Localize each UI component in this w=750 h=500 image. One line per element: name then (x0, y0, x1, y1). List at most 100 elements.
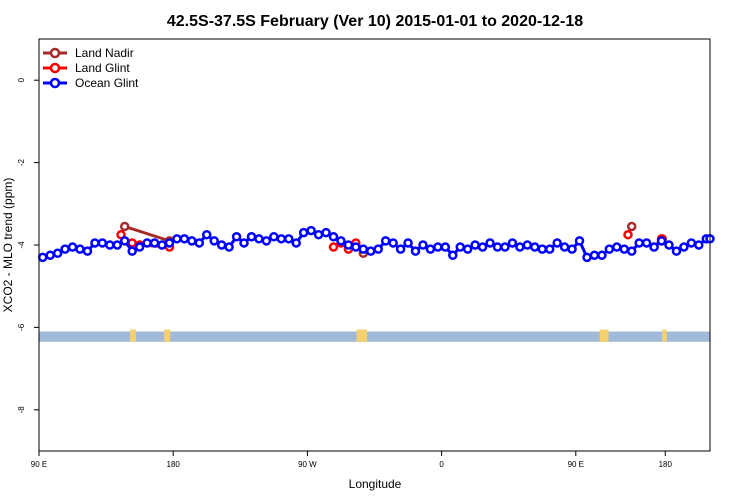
y-tick-label: -8 (17, 406, 26, 414)
legend-item: Land Nadir (43, 46, 134, 60)
x-tick-label: 180 (167, 460, 181, 469)
data-point (149, 238, 160, 248)
series-ocean-glint (37, 225, 715, 263)
data-point (119, 236, 130, 246)
data-point (291, 238, 301, 248)
data-point (284, 234, 294, 244)
data-point (343, 240, 354, 250)
data-point (194, 238, 205, 248)
data-point (336, 236, 346, 246)
data-point (60, 244, 70, 254)
land-mask-strip (39, 329, 710, 342)
data-point (455, 242, 465, 252)
data-point (694, 240, 704, 250)
y-tick-label: 0 (17, 77, 26, 82)
data-point (522, 240, 533, 250)
data-point (179, 234, 190, 244)
y-axis-label: XCO2 - MLO trend (ppm) (1, 178, 15, 313)
data-point (530, 242, 540, 252)
land-strip-segment (662, 329, 667, 342)
data-point (626, 246, 637, 256)
data-point (380, 236, 391, 246)
legend-item: Land Glint (43, 61, 130, 75)
data-point (373, 244, 383, 254)
data-point (246, 232, 257, 242)
data-point (313, 229, 324, 240)
data-point (626, 221, 637, 232)
data-point (142, 238, 152, 248)
data-point (589, 250, 600, 261)
data-point (216, 240, 227, 250)
data-point (425, 244, 436, 254)
land-strip-segment (599, 329, 609, 342)
x-axis: 90 E 180 90 W 0 90 E 180 (31, 451, 673, 469)
data-point (559, 242, 570, 252)
data-point (127, 246, 137, 256)
y-tick-label: -2 (17, 158, 26, 166)
data-point (67, 242, 78, 252)
data-point (321, 227, 331, 238)
data-point (45, 250, 55, 261)
y-tick-label: -6 (17, 323, 26, 331)
x-axis-label: Longitude (349, 477, 402, 491)
data-point (403, 238, 413, 248)
data-point (418, 240, 428, 250)
data-point (119, 221, 130, 232)
data-point (328, 242, 339, 252)
data-point (358, 244, 369, 254)
ocean-strip (39, 331, 710, 342)
data-point (492, 242, 503, 252)
legend-label: Ocean Glint (75, 76, 139, 90)
data-point (366, 246, 376, 256)
data-point (164, 238, 175, 248)
land-strip-segment (129, 329, 136, 342)
data-point (97, 238, 108, 248)
data-point (641, 238, 652, 248)
data-point (90, 238, 100, 248)
data-point (649, 242, 659, 252)
data-point (134, 242, 145, 252)
data-point (582, 252, 592, 263)
y-axis: 0 -2 -4 -6 -8 (17, 77, 39, 413)
data-point (306, 225, 316, 236)
land-strip-segment (164, 329, 171, 342)
data-point (231, 232, 242, 242)
series-line (124, 225, 170, 243)
legend-label: Land Glint (75, 61, 130, 75)
x-tick-label: 90 E (568, 460, 584, 469)
data-point (567, 244, 577, 254)
data-point (671, 246, 682, 256)
data-point (470, 240, 480, 250)
data-point (328, 232, 339, 242)
data-point (477, 242, 488, 252)
data-point (537, 244, 547, 254)
x-tick-label: 180 (659, 460, 673, 469)
data-point (500, 242, 510, 252)
data-point (462, 244, 473, 254)
data-point (634, 238, 644, 248)
data-point (298, 227, 309, 238)
x-tick-label: 90 W (298, 460, 317, 469)
data-point (410, 246, 421, 256)
data-point (224, 242, 234, 252)
data-point (433, 242, 443, 252)
data-point (686, 238, 697, 248)
data-point (440, 242, 451, 252)
data-point (37, 252, 48, 263)
data-point (52, 248, 63, 258)
data-point (209, 236, 219, 246)
land-strip-segment (356, 329, 368, 342)
x-tick-label: 90 E (31, 460, 47, 469)
data-point (172, 234, 182, 244)
data-point (187, 236, 197, 246)
data-point (485, 238, 495, 248)
data-point (351, 242, 361, 252)
series-layer (37, 221, 715, 263)
y-tick-label: -4 (17, 241, 26, 249)
data-point (112, 240, 123, 250)
legend-item: Ocean Glint (43, 76, 139, 90)
data-point (656, 236, 667, 246)
legend-marker (49, 77, 61, 89)
